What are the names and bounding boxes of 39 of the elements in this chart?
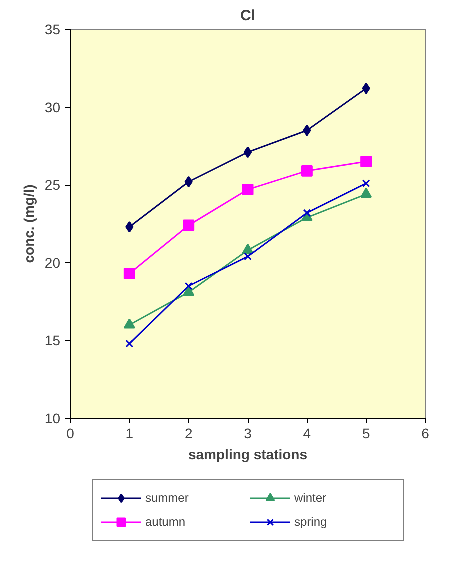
point bbox=[183, 220, 195, 232]
x-tick-label: 3 bbox=[244, 426, 252, 442]
x-tick-label: 4 bbox=[303, 426, 312, 442]
y-tick-label: 15 bbox=[44, 332, 61, 349]
point bbox=[303, 124, 312, 136]
point bbox=[360, 156, 372, 168]
point bbox=[184, 282, 193, 290]
x-tick-label: 5 bbox=[362, 426, 370, 442]
y-tick-label: 20 bbox=[44, 254, 61, 271]
point bbox=[184, 176, 193, 188]
x-tick-label: 2 bbox=[184, 426, 193, 442]
x-tick-label: 0 bbox=[66, 426, 75, 442]
point bbox=[303, 209, 312, 218]
point bbox=[183, 286, 195, 296]
point bbox=[244, 252, 252, 261]
x-tick-label: 6 bbox=[422, 426, 430, 442]
y-tick-label: 30 bbox=[44, 99, 61, 116]
y-axis-title: conc. (mg/l) bbox=[20, 184, 37, 264]
legend-label: spring bbox=[294, 515, 328, 529]
x-axis-title: sampling stations bbox=[188, 446, 308, 462]
point bbox=[362, 82, 370, 94]
y-tick-label: 25 bbox=[44, 177, 61, 194]
legend-label: summer bbox=[146, 491, 190, 505]
legend-label: winter bbox=[294, 491, 328, 505]
point bbox=[126, 221, 134, 233]
x-tick-label: 1 bbox=[126, 426, 134, 442]
point bbox=[301, 165, 313, 177]
point bbox=[124, 268, 136, 280]
point bbox=[124, 318, 136, 329]
point bbox=[244, 146, 252, 158]
point bbox=[126, 340, 134, 348]
point bbox=[360, 188, 372, 198]
chart-title: Cl bbox=[240, 8, 256, 24]
point bbox=[362, 180, 370, 188]
point bbox=[242, 244, 254, 254]
y-tick-label: 35 bbox=[44, 22, 61, 38]
legend-label: autumn bbox=[146, 515, 187, 529]
y-tick-label: 10 bbox=[44, 410, 61, 426]
point bbox=[242, 184, 254, 196]
